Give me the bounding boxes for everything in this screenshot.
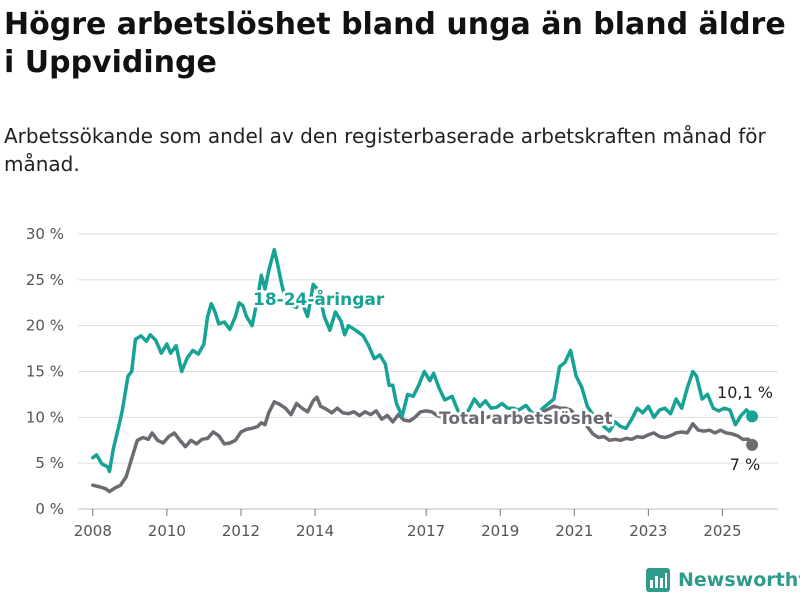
x-tick-label: 2023 (629, 522, 667, 540)
brand-logo[interactable]: Newsworthy (646, 568, 800, 592)
end-value-label-total-halo: 7 % (730, 455, 760, 474)
end-value-label-total-text: 7 % (730, 455, 760, 474)
chart-title: Högre arbetslöshet bland unga än bland ä… (4, 7, 786, 80)
end-value-label-young: 10,1 %10,1 % (715, 381, 775, 404)
y-tick-label: 30 % (26, 225, 64, 243)
end-value-label-total: 7 %7 % (728, 453, 762, 476)
y-tick-label: 20 % (26, 317, 64, 335)
series-line-total (91, 395, 754, 494)
end-value-label-young-text: 10,1 % (717, 383, 773, 402)
end-value-label-young-halo: 10,1 % (717, 383, 773, 402)
x-tick-label: 2021 (555, 522, 593, 540)
y-tick-label: 5 % (35, 454, 64, 472)
x-tick-label: 2012 (222, 522, 260, 540)
x-tick-label: 2014 (296, 522, 334, 540)
series-end-point-total (746, 438, 759, 451)
x-tick-label: 2008 (74, 522, 112, 540)
series-label-total-text: Total arbetslöshet (439, 409, 613, 429)
x-tick-label: 2017 (407, 522, 445, 540)
grid-layer (78, 233, 778, 510)
axis-layer: 0 % 5 % 10 % 15 % 20 % 25 % 30 % 2008 2010 2012 20… (26, 225, 742, 540)
x-tick-label: 2025 (703, 522, 741, 540)
y-tick-label: 0 % (35, 500, 64, 518)
y-tick-label: 25 % (26, 271, 64, 289)
series-label-young-text: 18-24-åringar (253, 288, 385, 310)
brand-name: Newsworthy (678, 569, 800, 591)
series-label-total-halo: Total arbetslöshet (439, 409, 613, 429)
chart-subtitle: Arbetssökande som andel av den registerb… (4, 124, 766, 176)
series-line-young (91, 247, 754, 474)
newsworthy-logo-icon (646, 568, 670, 592)
series-layer (91, 247, 759, 494)
x-tick-label: 2010 (148, 522, 186, 540)
series-label-young-halo: 18-24-åringar (253, 288, 385, 310)
x-tick-label: 2019 (481, 522, 519, 540)
series-end-point-young (746, 410, 759, 423)
y-tick-label: 10 % (26, 408, 64, 426)
y-tick-label: 15 % (26, 363, 64, 381)
